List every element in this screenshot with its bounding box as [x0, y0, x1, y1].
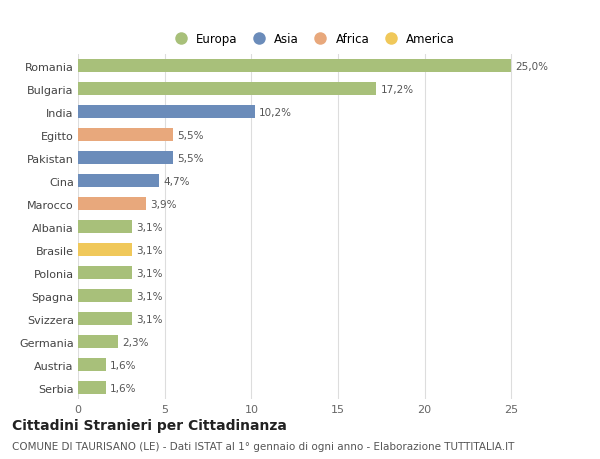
- Text: Cittadini Stranieri per Cittadinanza: Cittadini Stranieri per Cittadinanza: [12, 418, 287, 431]
- Bar: [78, 381, 106, 394]
- Text: 17,2%: 17,2%: [380, 84, 413, 95]
- Text: 10,2%: 10,2%: [259, 107, 292, 118]
- Bar: [78, 83, 376, 96]
- Bar: [78, 129, 173, 142]
- Text: 5,5%: 5,5%: [178, 153, 204, 163]
- Bar: [78, 313, 132, 325]
- Bar: [78, 175, 160, 188]
- Text: 3,1%: 3,1%: [136, 222, 163, 232]
- Bar: [78, 336, 118, 348]
- Text: 4,7%: 4,7%: [164, 176, 190, 186]
- Bar: [78, 267, 132, 280]
- Bar: [78, 198, 146, 211]
- Text: 5,5%: 5,5%: [178, 130, 204, 140]
- Text: 3,1%: 3,1%: [136, 291, 163, 301]
- Text: 3,1%: 3,1%: [136, 314, 163, 324]
- Text: 3,1%: 3,1%: [136, 268, 163, 278]
- Text: 1,6%: 1,6%: [110, 360, 137, 370]
- Bar: [78, 244, 132, 257]
- Bar: [78, 152, 173, 165]
- Legend: Europa, Asia, Africa, America: Europa, Asia, Africa, America: [169, 33, 455, 46]
- Text: 3,9%: 3,9%: [150, 199, 176, 209]
- Text: 25,0%: 25,0%: [515, 62, 548, 72]
- Bar: [78, 221, 132, 234]
- Bar: [78, 60, 511, 73]
- Bar: [78, 106, 255, 119]
- Text: 2,3%: 2,3%: [122, 337, 149, 347]
- Text: COMUNE DI TAURISANO (LE) - Dati ISTAT al 1° gennaio di ogni anno - Elaborazione : COMUNE DI TAURISANO (LE) - Dati ISTAT al…: [12, 441, 514, 451]
- Text: 1,6%: 1,6%: [110, 383, 137, 393]
- Text: 3,1%: 3,1%: [136, 245, 163, 255]
- Bar: [78, 358, 106, 371]
- Bar: [78, 290, 132, 302]
